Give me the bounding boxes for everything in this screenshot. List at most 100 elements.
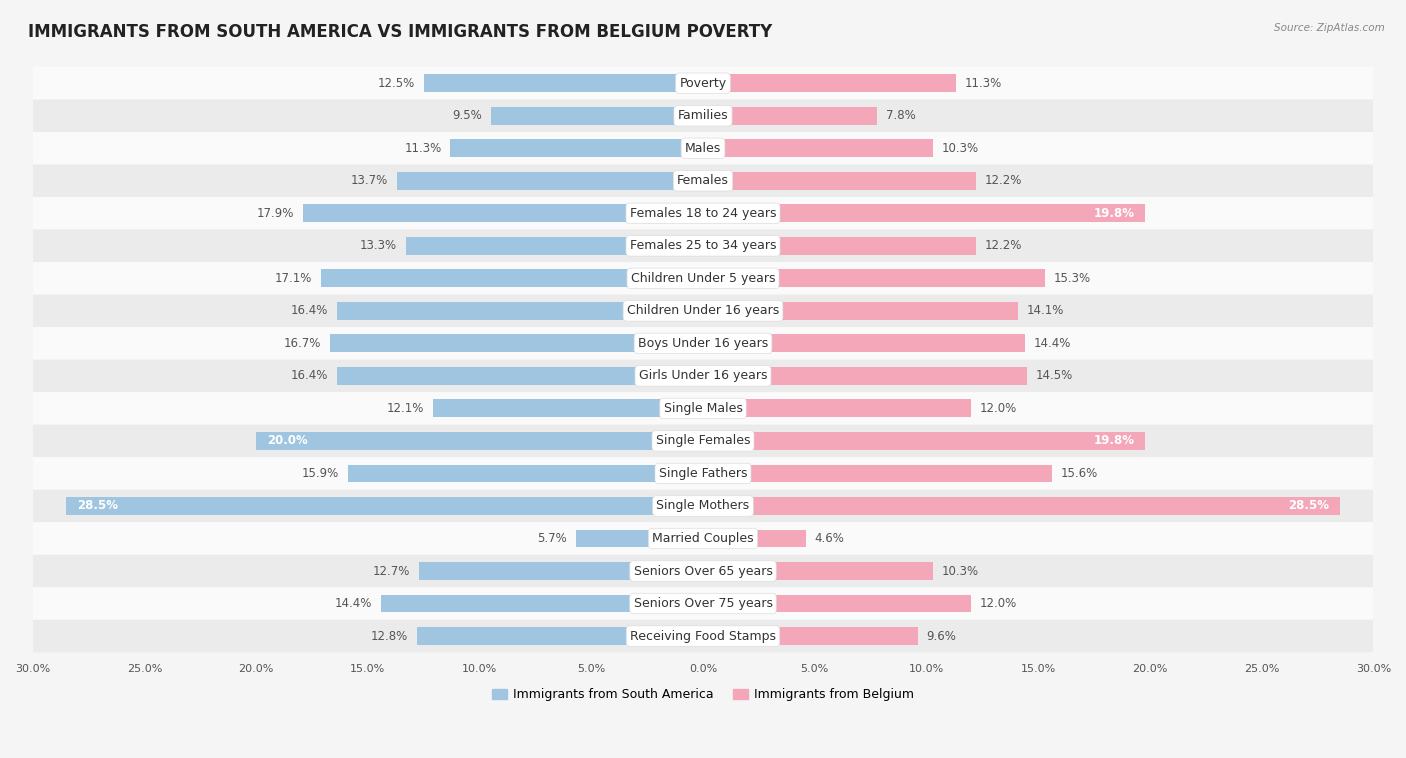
Text: 5.7%: 5.7%	[537, 532, 567, 545]
Legend: Immigrants from South America, Immigrants from Belgium: Immigrants from South America, Immigrant…	[486, 684, 920, 706]
FancyBboxPatch shape	[32, 99, 1374, 132]
Text: 15.6%: 15.6%	[1060, 467, 1098, 480]
Bar	[703, 530, 806, 547]
FancyBboxPatch shape	[32, 295, 1374, 327]
Text: Girls Under 16 years: Girls Under 16 years	[638, 369, 768, 382]
Bar	[703, 594, 972, 612]
FancyBboxPatch shape	[32, 164, 1374, 197]
Text: 28.5%: 28.5%	[1288, 500, 1329, 512]
Text: 15.3%: 15.3%	[1054, 272, 1091, 285]
Text: 10.3%: 10.3%	[942, 142, 979, 155]
Text: Seniors Over 75 years: Seniors Over 75 years	[634, 597, 772, 610]
Bar	[703, 367, 1026, 385]
Bar	[703, 465, 1052, 482]
Bar	[336, 302, 703, 320]
FancyBboxPatch shape	[32, 490, 1374, 522]
Bar	[450, 139, 703, 157]
Text: 4.6%: 4.6%	[814, 532, 845, 545]
Text: Males: Males	[685, 142, 721, 155]
Bar	[703, 172, 976, 190]
Text: 12.8%: 12.8%	[371, 630, 408, 643]
Text: Source: ZipAtlas.com: Source: ZipAtlas.com	[1274, 23, 1385, 33]
FancyBboxPatch shape	[32, 359, 1374, 392]
Text: 12.0%: 12.0%	[980, 402, 1018, 415]
Text: Single Males: Single Males	[664, 402, 742, 415]
Bar	[418, 627, 703, 645]
FancyBboxPatch shape	[32, 620, 1374, 653]
Bar	[703, 74, 956, 92]
Text: Single Mothers: Single Mothers	[657, 500, 749, 512]
Text: 15.9%: 15.9%	[301, 467, 339, 480]
FancyBboxPatch shape	[32, 424, 1374, 457]
Bar	[256, 432, 703, 450]
Text: Children Under 16 years: Children Under 16 years	[627, 305, 779, 318]
Text: Single Fathers: Single Fathers	[659, 467, 747, 480]
Text: Seniors Over 65 years: Seniors Over 65 years	[634, 565, 772, 578]
Text: 11.3%: 11.3%	[965, 77, 1001, 89]
Text: 19.8%: 19.8%	[1094, 434, 1135, 447]
FancyBboxPatch shape	[32, 555, 1374, 587]
Text: 13.3%: 13.3%	[360, 240, 396, 252]
Bar	[703, 432, 1146, 450]
Bar	[419, 562, 703, 580]
Bar	[304, 205, 703, 222]
Bar	[703, 205, 1146, 222]
Text: 12.0%: 12.0%	[980, 597, 1018, 610]
Text: Females 18 to 24 years: Females 18 to 24 years	[630, 207, 776, 220]
FancyBboxPatch shape	[32, 262, 1374, 295]
Text: 17.1%: 17.1%	[274, 272, 312, 285]
Bar	[347, 465, 703, 482]
Text: 12.2%: 12.2%	[984, 174, 1022, 187]
Bar	[703, 627, 918, 645]
Bar	[336, 367, 703, 385]
Text: 10.3%: 10.3%	[942, 565, 979, 578]
Bar	[381, 594, 703, 612]
Text: 14.4%: 14.4%	[335, 597, 373, 610]
Bar	[703, 399, 972, 418]
FancyBboxPatch shape	[32, 327, 1374, 359]
Text: Families: Families	[678, 109, 728, 122]
Text: 17.9%: 17.9%	[257, 207, 294, 220]
Text: Boys Under 16 years: Boys Under 16 years	[638, 337, 768, 350]
FancyBboxPatch shape	[32, 230, 1374, 262]
Bar	[321, 269, 703, 287]
Bar	[330, 334, 703, 352]
FancyBboxPatch shape	[32, 587, 1374, 620]
Text: Females 25 to 34 years: Females 25 to 34 years	[630, 240, 776, 252]
FancyBboxPatch shape	[32, 197, 1374, 230]
Text: 9.5%: 9.5%	[451, 109, 482, 122]
Text: 14.4%: 14.4%	[1033, 337, 1071, 350]
Text: 14.5%: 14.5%	[1036, 369, 1073, 382]
Bar	[703, 334, 1025, 352]
Text: 11.3%: 11.3%	[405, 142, 441, 155]
Bar	[423, 74, 703, 92]
Text: Females: Females	[678, 174, 728, 187]
Bar	[703, 139, 934, 157]
Text: Poverty: Poverty	[679, 77, 727, 89]
Bar	[433, 399, 703, 418]
Text: 12.2%: 12.2%	[984, 240, 1022, 252]
Bar	[703, 107, 877, 125]
Text: 28.5%: 28.5%	[77, 500, 118, 512]
Text: 12.1%: 12.1%	[387, 402, 423, 415]
Bar	[575, 530, 703, 547]
FancyBboxPatch shape	[32, 457, 1374, 490]
Text: Children Under 5 years: Children Under 5 years	[631, 272, 775, 285]
Bar	[703, 269, 1045, 287]
Text: 16.4%: 16.4%	[290, 369, 328, 382]
Text: IMMIGRANTS FROM SOUTH AMERICA VS IMMIGRANTS FROM BELGIUM POVERTY: IMMIGRANTS FROM SOUTH AMERICA VS IMMIGRA…	[28, 23, 772, 41]
FancyBboxPatch shape	[32, 132, 1374, 164]
Text: 20.0%: 20.0%	[267, 434, 308, 447]
Bar	[703, 562, 934, 580]
Bar	[66, 497, 703, 515]
Text: 16.7%: 16.7%	[284, 337, 321, 350]
Text: 19.8%: 19.8%	[1094, 207, 1135, 220]
Bar	[703, 302, 1018, 320]
Text: 14.1%: 14.1%	[1026, 305, 1064, 318]
Text: 9.6%: 9.6%	[927, 630, 956, 643]
Bar	[396, 172, 703, 190]
Text: 12.7%: 12.7%	[373, 565, 411, 578]
FancyBboxPatch shape	[32, 392, 1374, 424]
Bar	[406, 237, 703, 255]
Text: 12.5%: 12.5%	[377, 77, 415, 89]
